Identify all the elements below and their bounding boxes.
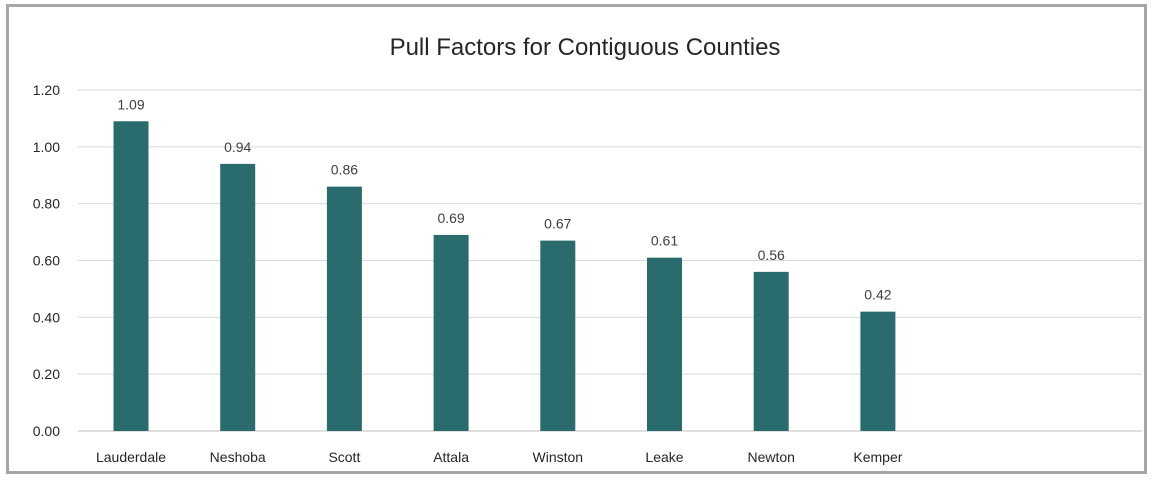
bar-attala bbox=[433, 234, 469, 431]
data-label-winston: 0.67 bbox=[544, 216, 571, 232]
category-label-kemper: Kemper bbox=[853, 449, 902, 465]
y-tick-label: 1.00 bbox=[33, 139, 60, 155]
bars bbox=[113, 121, 896, 431]
chart-frame bbox=[6, 4, 1147, 474]
category-label-lauderdale: Lauderdale bbox=[96, 449, 166, 465]
y-tick-label: 0.00 bbox=[33, 423, 60, 439]
y-tick-label: 0.20 bbox=[33, 366, 60, 382]
y-axis-ticks: 0.00 0.20 0.40 0.60 0.80 1.00 1.20 bbox=[33, 82, 60, 439]
data-labels: 1.09 0.94 0.86 0.69 0.67 0.61 0.56 0.42 bbox=[117, 96, 891, 302]
bar-winston bbox=[540, 240, 576, 431]
x-axis-categories: Lauderdale Neshoba Scott Attala Winston Leake… bbox=[96, 449, 903, 465]
bar-neshoba bbox=[220, 163, 256, 431]
y-tick-label: 0.40 bbox=[33, 309, 60, 325]
bar-lauderdale bbox=[113, 121, 149, 431]
data-label-neshoba: 0.94 bbox=[224, 139, 251, 155]
bar-kemper bbox=[860, 311, 896, 431]
data-label-attala: 0.69 bbox=[437, 210, 464, 226]
y-tick-label: 1.20 bbox=[33, 82, 60, 98]
chart-title: Pull Factors for Contiguous Counties bbox=[390, 34, 781, 61]
category-label-attala: Attala bbox=[433, 449, 469, 465]
bar-scott bbox=[326, 186, 362, 431]
bar-newton bbox=[753, 271, 789, 431]
y-tick-label: 0.60 bbox=[33, 253, 60, 269]
data-label-newton: 0.56 bbox=[758, 247, 785, 263]
data-label-leake: 0.61 bbox=[651, 233, 678, 249]
data-label-lauderdale: 1.09 bbox=[117, 96, 144, 112]
category-label-leake: Leake bbox=[645, 449, 683, 465]
category-label-winston: Winston bbox=[533, 449, 584, 465]
data-label-kemper: 0.42 bbox=[864, 287, 891, 303]
category-label-newton: Newton bbox=[747, 449, 794, 465]
category-label-neshoba: Neshoba bbox=[210, 449, 266, 465]
category-label-scott: Scott bbox=[328, 449, 360, 465]
bar-leake bbox=[647, 257, 682, 431]
y-tick-label: 0.80 bbox=[33, 196, 60, 212]
data-label-scott: 0.86 bbox=[331, 162, 358, 178]
gridlines bbox=[78, 89, 1142, 432]
